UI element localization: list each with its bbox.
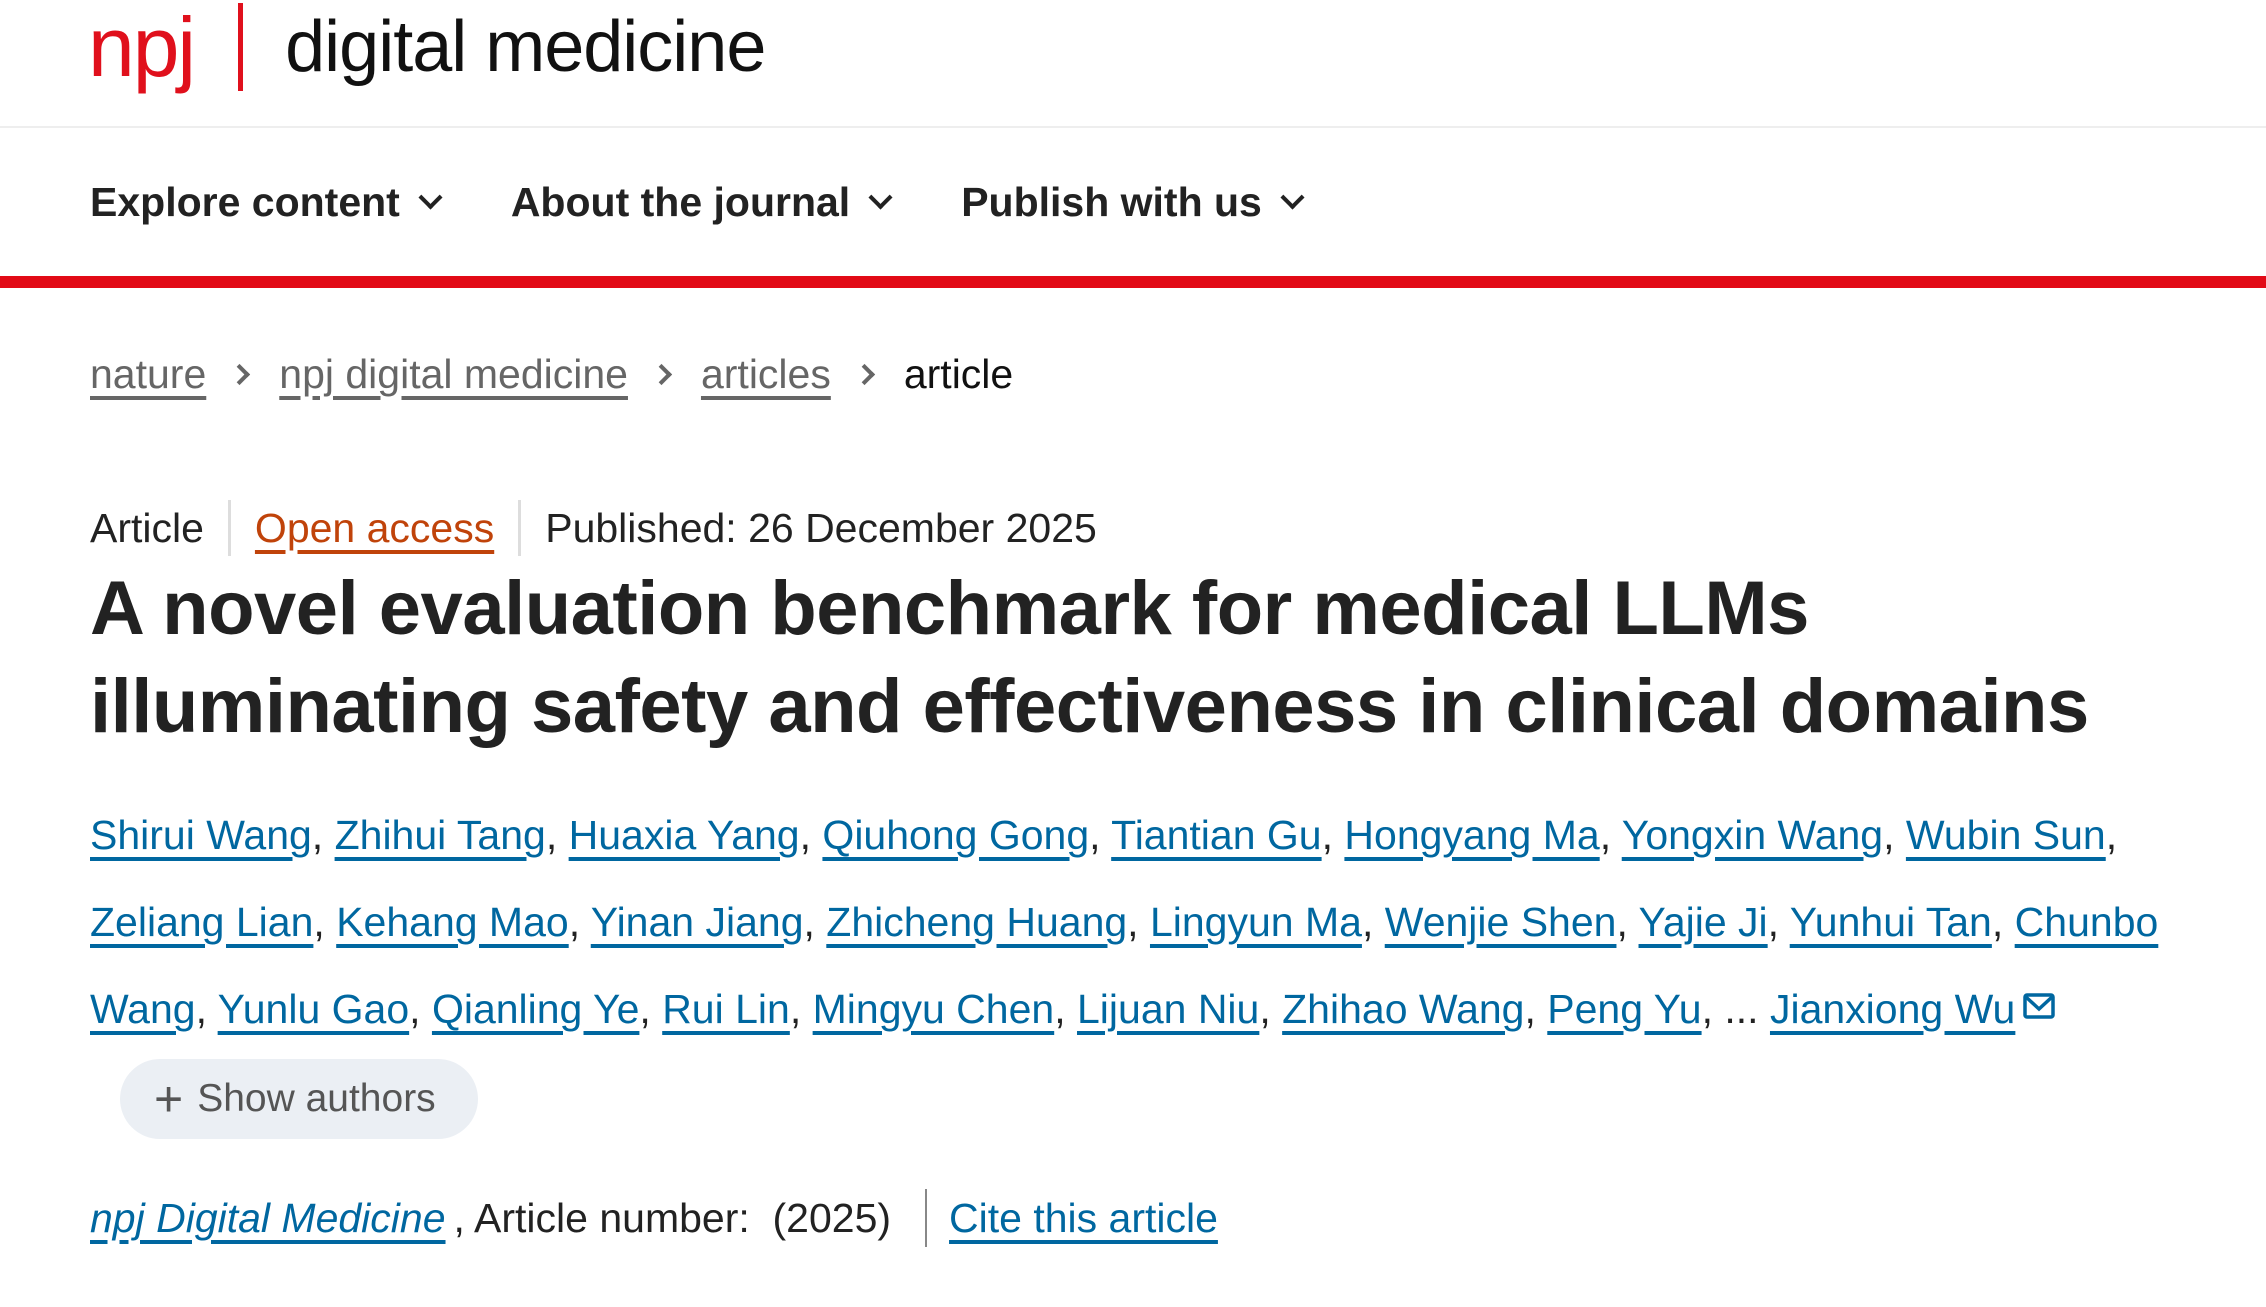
author-link[interactable]: Hongyang Ma [1344,812,1600,858]
journal-link[interactable]: npj Digital Medicine [90,1195,446,1241]
author-link[interactable]: Chunbo Wang [90,899,2159,1032]
author-link[interactable]: Lingyun Ma [1149,899,1362,945]
divider [925,1189,928,1247]
logo-divider [238,3,244,91]
author-link[interactable]: Wenjie Shen [1384,899,1617,945]
journal-logo[interactable]: npj digital medicine [88,0,766,102]
nav-label: Explore content [90,178,400,225]
nav-label: Publish with us [961,178,1262,225]
logo-journal-name: digital medicine [285,7,766,87]
author-link[interactable]: Rui Lin [662,986,790,1032]
author-link[interactable]: Tiantian Gu [1111,812,1322,858]
author-separator: , [1127,899,1150,945]
author-link[interactable]: Lijuan Niu [1077,986,1260,1032]
article-number: , Article number: (2025) [453,1195,892,1241]
breadcrumb: nature npj digital medicine articles art… [90,344,2176,404]
author-separator: , [1701,986,1725,1032]
author-separator: , [313,899,337,945]
published-date: Published: 26 December 2025 [545,504,1097,551]
nav-explore-content[interactable]: Explore content [90,178,443,226]
author-separator: , [311,812,335,858]
citation-line: npj Digital Medicine , Article number: (… [90,1188,2176,1288]
author-link[interactable]: Yajie Ji [1638,899,1768,945]
author-link[interactable]: Zeliang Lian [90,899,314,945]
author-separator: , [803,899,827,945]
chevron-right-icon [229,363,251,385]
divider [518,500,522,556]
author-link[interactable]: Kehang Mao [336,899,569,945]
author-separator: , [195,986,218,1032]
nav-about-journal[interactable]: About the journal [510,178,893,226]
author-link[interactable]: Yinan Jiang [590,899,804,945]
author-separator: , [1259,986,1283,1032]
author-link-corresponding[interactable]: Jianxiong Wu [1769,986,2016,1032]
author-separator: , [1054,986,1077,1032]
chevron-down-icon [1280,184,1305,210]
author-link[interactable]: Qianling Ye [431,986,640,1032]
chevron-down-icon [418,184,443,210]
author-link[interactable]: Yunlu Gao [217,986,410,1032]
show-authors-label: Show authors [197,1077,436,1121]
breadcrumb-current: article [903,350,1014,397]
plus-icon: + [154,1071,184,1128]
nav-label: About the journal [510,178,851,225]
author-link[interactable]: Zhicheng Huang [826,899,1128,945]
author-separator: , [1321,812,1345,858]
author-link[interactable]: Zhihui Tang [334,812,546,858]
authors-ellipsis: ... [1724,986,1759,1032]
author-separator: , [545,812,569,858]
author-separator: , [1361,899,1385,945]
article-header: nature npj digital medicine articles art… [0,344,2266,1288]
author-separator: , [1599,812,1622,858]
author-separator: , [1767,899,1790,945]
site-header: npj digital medicine [0,0,2266,128]
author-link[interactable]: Wubin Sun [1905,812,2106,858]
author-separator: , [1883,812,1906,858]
divider [227,500,231,556]
author-separator: , [1616,899,1639,945]
breadcrumb-nature[interactable]: nature [90,350,207,397]
author-link[interactable]: Peng Yu [1547,986,1702,1032]
author-link[interactable]: Yongxin Wang [1621,812,1884,858]
main-nav: Explore content About the journal Publis… [0,128,2266,288]
author-list: Shirui Wang, Zhihui Tang, Huaxia Yang, Q… [90,792,2170,1140]
chevron-right-icon [853,363,875,385]
author-link[interactable]: Yunhui Tan [1789,899,1992,945]
author-link[interactable]: Qiuhong Gong [822,812,1090,858]
breadcrumb-journal[interactable]: npj digital medicine [279,350,628,397]
author-separator: , [1991,899,2015,945]
chevron-down-icon [868,184,893,210]
author-separator: , [1524,986,1548,1032]
author-link[interactable]: Mingyu Chen [812,986,1055,1032]
article-meta: Article Open access Published: 26 Decemb… [90,498,2176,558]
author-link[interactable]: Zhihao Wang [1282,986,1525,1032]
breadcrumb-articles[interactable]: articles [700,350,831,397]
author-separator: , [799,812,823,858]
author-separator: , [639,986,663,1032]
article-title: A novel evaluation benchmark for medical… [90,566,2089,749]
author-separator: , [409,986,432,1032]
author-link[interactable]: Shirui Wang [90,812,312,858]
logo-npj: npj [88,0,196,94]
email-icon[interactable] [2023,982,2056,1029]
author-separator: , [568,899,591,945]
author-separator: , [2105,812,2118,858]
show-authors-button[interactable]: + Show authors [120,1059,478,1140]
article-type: Article [90,504,204,551]
author-separator: , [1089,812,1112,858]
cite-this-article-link[interactable]: Cite this article [949,1195,1218,1241]
chevron-right-icon [650,363,673,385]
open-access-link[interactable]: Open access [254,504,495,551]
author-link[interactable]: Huaxia Yang [568,812,800,858]
author-separator: , [789,986,813,1032]
author-links: Shirui Wang, Zhihui Tang, Huaxia Yang, Q… [90,812,2158,1032]
nav-publish-with-us[interactable]: Publish with us [961,178,1305,226]
